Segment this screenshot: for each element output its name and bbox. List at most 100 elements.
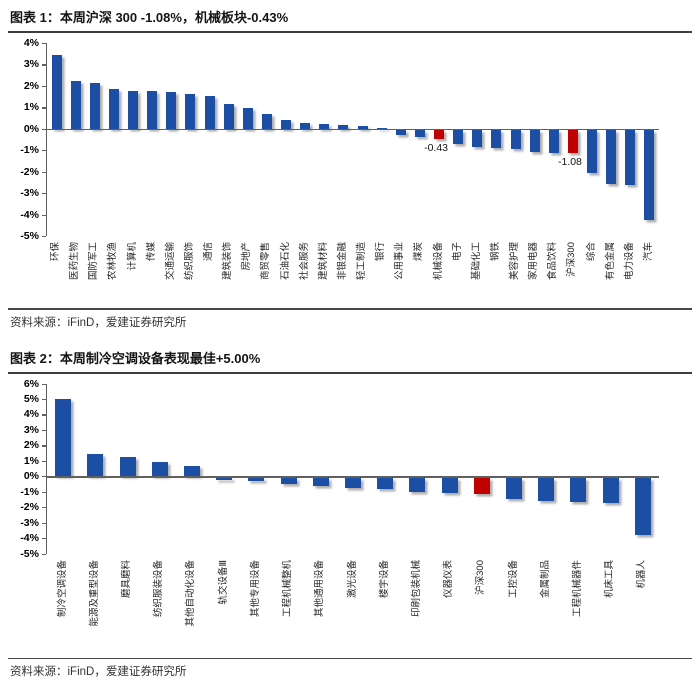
bar-国防军工 [89, 82, 100, 129]
x-category-label-text: 综合 [585, 242, 597, 262]
y-axis-tick-label: 6% [23, 377, 39, 390]
y-axis-tick-mark [42, 383, 46, 385]
y-axis-tick-label: 3% [23, 423, 39, 436]
x-category-label-text: 金属制品 [539, 559, 551, 598]
y-axis-tick-label: 0% [23, 470, 39, 483]
bar-传媒 [147, 91, 158, 129]
machinery-subsector-weekly-change-bar-chart: 6% 5% 4% 3% 2% 1% 0% -1% -2% -3% -4% -5% 制冷空调设备 能源及重型… [8, 378, 692, 652]
x-category-label: 电力设备 [624, 242, 635, 302]
chart-plot-row: 6% 5% 4% 3% 2% 1% 0% -1% -2% -3% -4% -5% [8, 378, 692, 560]
y-axis-tick-mark [42, 553, 46, 555]
x-category-label: 金属制品 [540, 560, 551, 652]
bar-美容护理 [510, 130, 521, 149]
bar-data-label: -1.08 [557, 155, 582, 168]
y-axis-tick-label: 4% [23, 408, 39, 421]
x-category-label: 其他自动化设备 [185, 560, 196, 652]
x-category-label: 纺织服装设备 [153, 560, 164, 652]
x-category-label-text: 沪深300 [566, 242, 578, 277]
bar-机床工具 [602, 477, 619, 504]
x-category-label-text: 磨具磨料 [121, 559, 133, 598]
bar-银行 [376, 127, 387, 129]
bar-基础化工 [472, 130, 483, 147]
figure-2-title: 图表 2：本周制冷空调设备表现最佳+5.00% [10, 350, 261, 366]
x-axis-category-labels: 环保 医药生物 国防军工 农林牧渔 计算机 传媒 交通运输 纺织服饰 通信 建筑装饰 房地产 商贸零售… [46, 242, 658, 302]
y-axis-tick-mark [42, 460, 46, 462]
bar-工程机械整机 [280, 477, 297, 484]
bar-医药生物 [70, 80, 81, 129]
x-category-label-text: 机械设备 [432, 242, 444, 281]
bar-商贸零售 [261, 113, 272, 129]
x-category-label: 商贸零售 [260, 242, 271, 302]
bar-金属制品 [538, 477, 555, 501]
bar-轨交设备Ⅲ [216, 477, 233, 480]
y-axis-tick-mark [42, 507, 46, 509]
x-category-label-text: 美容护理 [509, 242, 521, 281]
x-category-label-text: 工程机械整机 [282, 559, 294, 617]
bar-磨具磨料 [119, 456, 136, 477]
y-axis-tick-label: -2% [20, 165, 39, 178]
x-category-label: 社会服务 [299, 242, 310, 302]
y-axis-tick-label: 1% [23, 101, 39, 114]
bar-社会服务 [300, 123, 311, 129]
y-axis-tick-mark [42, 128, 46, 130]
figure-2-title-rule [8, 371, 692, 374]
x-category-label-text: 能源及重型设备 [88, 559, 100, 627]
x-category-label-text: 通信 [203, 242, 215, 262]
x-category-label-text: 电子 [451, 242, 463, 262]
bar-家用电器 [529, 130, 540, 152]
x-category-label: 机床工具 [604, 560, 615, 652]
figure-2-source-rule [8, 657, 692, 659]
x-category-label-text: 仪器仪表 [443, 559, 455, 598]
x-category-label: 楼宇设备 [379, 560, 390, 652]
y-axis-tick-mark [42, 43, 46, 45]
bar-楼宇设备 [377, 477, 394, 489]
bar-其他自动化设备 [183, 466, 200, 477]
y-axis-tick-label: 2% [23, 79, 39, 92]
x-category-label: 沪深300 [566, 242, 577, 302]
bar-房地产 [242, 108, 253, 129]
y-axis-tick-label: -4% [20, 532, 39, 545]
x-category-label-text: 公用事业 [394, 242, 406, 281]
x-category-label-text: 机床工具 [604, 559, 616, 598]
x-category-label-text: 基础化工 [470, 242, 482, 281]
bar-有色金属 [606, 130, 617, 184]
figure-1: 图表 1：本周沪深 300 -1.08%，机械板块-0.43% 4% 3% 2% 1%… [8, 6, 692, 337]
bar-机器人 [634, 477, 651, 535]
x-category-label: 沪深300 [475, 560, 486, 652]
bar-仪器仪表 [441, 477, 458, 494]
x-category-label: 制冷空调设备 [57, 560, 68, 652]
x-category-label-text: 农林牧渔 [107, 242, 119, 281]
y-axis-tick-mark [42, 107, 46, 109]
bar-煤炭 [414, 130, 425, 137]
bar-其他通用设备 [312, 477, 329, 486]
bar-data-label: -0.43 [424, 141, 449, 154]
x-category-label: 磨具磨料 [121, 560, 132, 652]
y-axis-tick-label: -1% [20, 144, 39, 157]
bar-印刷包装机械 [409, 477, 426, 493]
x-category-label-text: 激光设备 [346, 559, 358, 598]
bar-机械设备 [434, 130, 445, 140]
y-axis-tick-mark [42, 414, 46, 416]
x-category-label-text: 轻工制造 [356, 242, 368, 281]
x-category-label: 银行 [375, 242, 386, 302]
zero-axis-line [47, 476, 659, 478]
figure-1-title-rule [8, 31, 692, 33]
y-axis-tick-mark [42, 538, 46, 540]
y-axis-tick-label: 4% [23, 37, 39, 49]
figure-1-source: 资料来源：iFinD，爱建证券研究所 [10, 316, 187, 329]
x-category-label-text: 传媒 [145, 242, 157, 262]
x-category-label: 机器人 [636, 560, 647, 652]
y-axis-tick-mark [42, 85, 46, 88]
bar-纺织服饰 [185, 94, 196, 129]
x-category-label: 基础化工 [471, 242, 482, 302]
plot-area [42, 383, 659, 555]
x-category-label: 交通运输 [165, 242, 176, 302]
y-axis-tick-label: 1% [23, 454, 39, 467]
bar-制冷空调设备 [55, 398, 72, 477]
y-axis-tick-mark [42, 171, 46, 173]
y-axis-tick-mark [42, 398, 46, 401]
x-category-label-text: 医药生物 [69, 242, 81, 281]
x-category-label: 能源及重型设备 [89, 560, 100, 652]
y-axis-tick-mark [42, 476, 46, 478]
